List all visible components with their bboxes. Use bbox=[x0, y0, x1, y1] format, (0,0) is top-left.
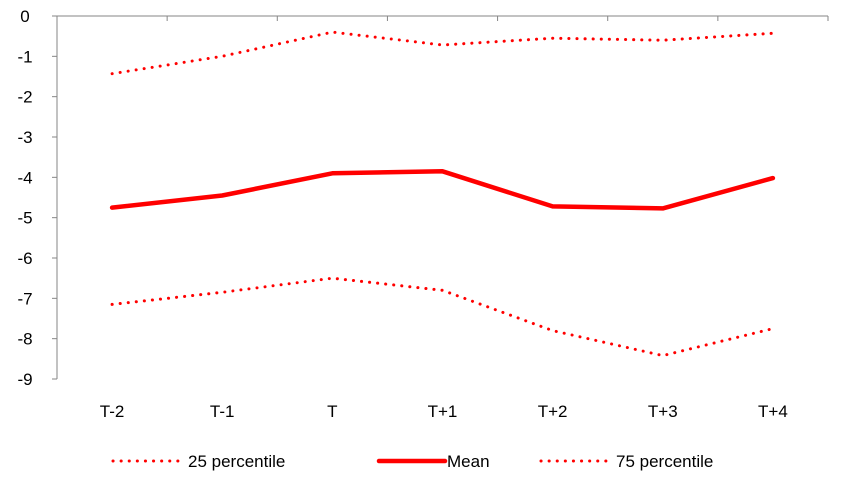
y-tick-label: -5 bbox=[17, 209, 32, 228]
x-tick-label: T+2 bbox=[538, 402, 568, 421]
series-line-75-percentile bbox=[110, 30, 775, 76]
legend: 25 percentile Mean 75 percentile bbox=[111, 452, 713, 471]
y-tick-label: -7 bbox=[17, 289, 32, 308]
x-tick-label: T-1 bbox=[210, 402, 235, 421]
series-lines bbox=[109, 30, 776, 358]
legend-label: 25 percentile bbox=[188, 452, 285, 471]
x-tick-label: T+3 bbox=[648, 402, 678, 421]
y-tick-label: -2 bbox=[17, 88, 32, 107]
y-tick-label: -8 bbox=[17, 330, 32, 349]
legend-label: 75 percentile bbox=[616, 452, 713, 471]
x-tick-label: T+1 bbox=[428, 402, 458, 421]
legend-item-mean: Mean bbox=[376, 452, 490, 471]
y-tick-label: 0 bbox=[20, 7, 29, 26]
y-tick-label: -9 bbox=[17, 370, 32, 389]
tick-labels: 0 -1 -2 -3 -4 -5 -6 -7 -8 -9 T-2 T-1 T T+1 T+2 T+3 T+4 bbox=[17, 7, 787, 421]
y-tick-label: -4 bbox=[17, 168, 32, 187]
legend-item-75-percentile: 75 percentile bbox=[539, 452, 713, 471]
y-tick-label: -1 bbox=[17, 47, 32, 66]
y-tick-label: -6 bbox=[17, 249, 32, 268]
series-line-mean bbox=[109, 169, 776, 211]
axes bbox=[52, 15, 829, 380]
legend-label: Mean bbox=[447, 452, 490, 471]
series-line-25-percentile bbox=[110, 276, 775, 358]
x-tick-label: T+4 bbox=[758, 402, 788, 421]
legend-item-25-percentile: 25 percentile bbox=[111, 452, 285, 471]
x-tick-label: T bbox=[327, 402, 337, 421]
x-tick-label: T-2 bbox=[100, 402, 125, 421]
y-tick-label: -3 bbox=[17, 128, 32, 147]
